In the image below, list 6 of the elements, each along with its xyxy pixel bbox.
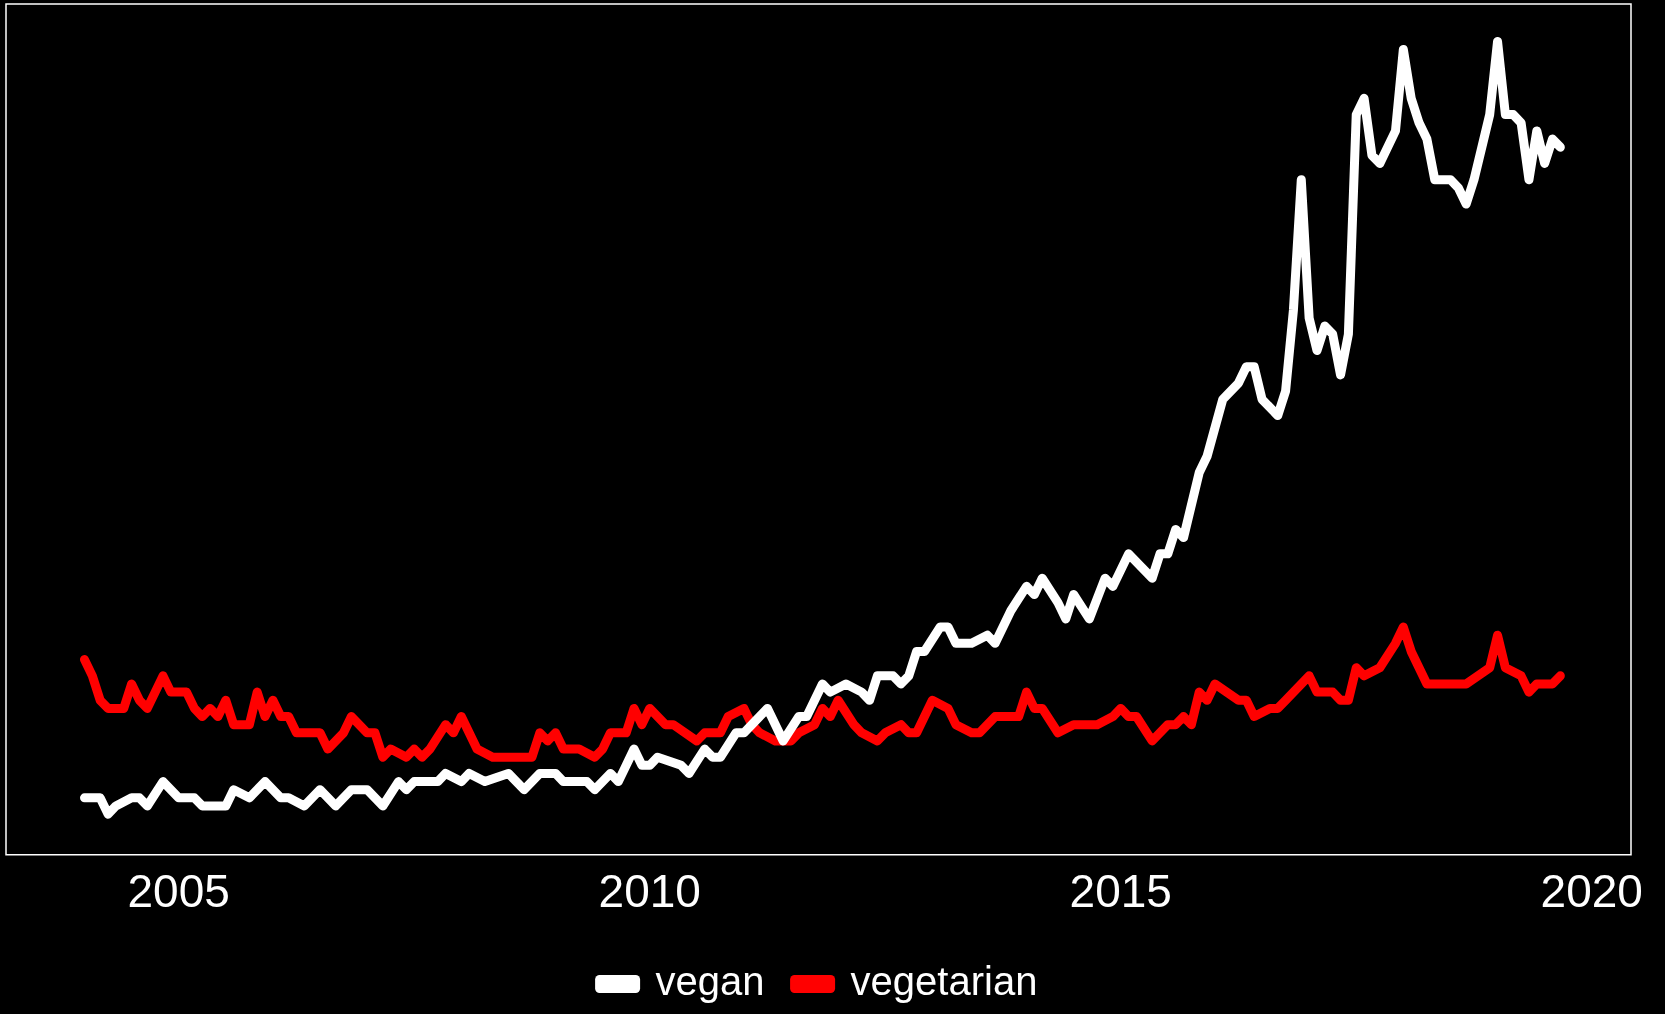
x-tick-label: 2010 [598,865,701,918]
x-tick-label: 2020 [1540,865,1643,918]
legend-label: vegetarian [850,959,1038,1004]
legend-label: vegan [655,959,765,1004]
x-tick-label: 2005 [127,865,230,918]
x-tick-label: 2015 [1069,865,1172,918]
